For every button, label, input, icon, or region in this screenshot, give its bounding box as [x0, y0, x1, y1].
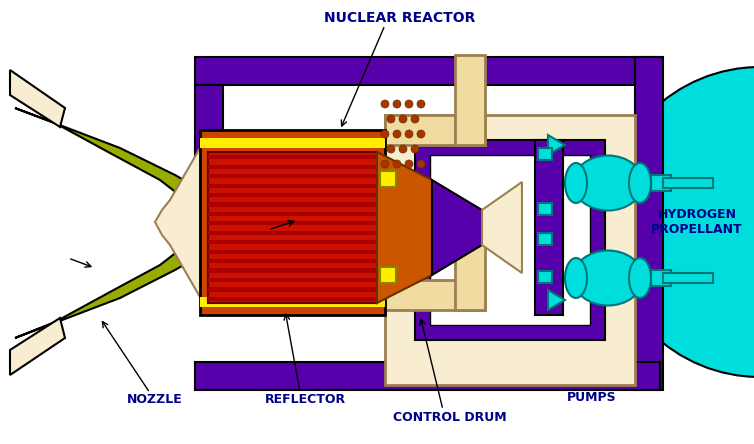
Text: PUMPS: PUMPS: [567, 392, 617, 404]
Polygon shape: [548, 135, 565, 155]
Circle shape: [381, 100, 389, 108]
Text: HYDROGEN
PROPELLANT: HYDROGEN PROPELLANT: [651, 208, 743, 236]
FancyBboxPatch shape: [385, 115, 485, 145]
FancyBboxPatch shape: [208, 174, 377, 178]
Text: NUCLEAR REACTOR: NUCLEAR REACTOR: [324, 11, 476, 25]
FancyBboxPatch shape: [208, 259, 377, 263]
FancyBboxPatch shape: [208, 155, 377, 159]
FancyBboxPatch shape: [195, 57, 660, 85]
FancyBboxPatch shape: [663, 178, 713, 188]
Text: CONTROL DRUM: CONTROL DRUM: [393, 412, 507, 424]
FancyBboxPatch shape: [200, 138, 385, 148]
FancyBboxPatch shape: [535, 140, 563, 315]
FancyBboxPatch shape: [208, 287, 377, 292]
Circle shape: [393, 160, 401, 168]
Circle shape: [399, 145, 407, 153]
FancyBboxPatch shape: [208, 250, 377, 254]
Circle shape: [399, 115, 407, 123]
FancyBboxPatch shape: [538, 233, 552, 245]
Circle shape: [387, 115, 395, 123]
FancyBboxPatch shape: [663, 273, 713, 283]
FancyBboxPatch shape: [380, 267, 396, 283]
FancyBboxPatch shape: [208, 193, 377, 197]
FancyBboxPatch shape: [208, 278, 377, 282]
FancyBboxPatch shape: [635, 57, 663, 390]
FancyBboxPatch shape: [455, 55, 485, 145]
Ellipse shape: [629, 163, 651, 203]
FancyBboxPatch shape: [208, 297, 377, 301]
FancyBboxPatch shape: [195, 362, 660, 390]
FancyBboxPatch shape: [538, 148, 552, 160]
Circle shape: [405, 130, 413, 138]
Text: NOZZLE: NOZZLE: [127, 393, 183, 407]
FancyBboxPatch shape: [200, 297, 385, 307]
FancyBboxPatch shape: [385, 115, 635, 385]
Circle shape: [405, 100, 413, 108]
FancyBboxPatch shape: [455, 115, 485, 145]
Circle shape: [381, 130, 389, 138]
FancyBboxPatch shape: [385, 280, 485, 310]
Polygon shape: [10, 318, 65, 375]
FancyBboxPatch shape: [208, 212, 377, 216]
FancyBboxPatch shape: [208, 221, 377, 226]
FancyBboxPatch shape: [538, 203, 552, 215]
Polygon shape: [432, 180, 482, 275]
Circle shape: [417, 100, 425, 108]
FancyBboxPatch shape: [208, 269, 377, 273]
FancyBboxPatch shape: [200, 130, 385, 315]
Polygon shape: [155, 148, 200, 297]
Circle shape: [411, 115, 419, 123]
Circle shape: [393, 100, 401, 108]
Ellipse shape: [573, 155, 643, 210]
Polygon shape: [15, 108, 210, 338]
Circle shape: [393, 130, 401, 138]
FancyBboxPatch shape: [208, 231, 377, 235]
FancyBboxPatch shape: [651, 270, 671, 286]
Ellipse shape: [629, 258, 651, 298]
FancyBboxPatch shape: [415, 140, 605, 340]
FancyBboxPatch shape: [208, 165, 377, 169]
Ellipse shape: [565, 163, 587, 203]
Circle shape: [605, 67, 754, 377]
Circle shape: [417, 160, 425, 168]
Circle shape: [405, 160, 413, 168]
Polygon shape: [548, 290, 565, 310]
FancyBboxPatch shape: [455, 220, 485, 310]
Polygon shape: [195, 85, 223, 195]
Polygon shape: [10, 70, 65, 127]
FancyBboxPatch shape: [208, 152, 377, 303]
FancyBboxPatch shape: [208, 240, 377, 244]
Circle shape: [381, 160, 389, 168]
Circle shape: [417, 130, 425, 138]
FancyBboxPatch shape: [380, 171, 396, 187]
Text: REFLECTOR: REFLECTOR: [265, 393, 345, 407]
FancyBboxPatch shape: [538, 271, 552, 283]
FancyBboxPatch shape: [208, 202, 377, 206]
FancyBboxPatch shape: [651, 175, 671, 191]
Circle shape: [387, 145, 395, 153]
Circle shape: [411, 145, 419, 153]
Polygon shape: [377, 152, 432, 303]
FancyBboxPatch shape: [208, 183, 377, 188]
Ellipse shape: [565, 258, 587, 298]
FancyBboxPatch shape: [430, 155, 590, 325]
Polygon shape: [482, 182, 522, 273]
Polygon shape: [158, 200, 200, 245]
Ellipse shape: [573, 250, 643, 305]
